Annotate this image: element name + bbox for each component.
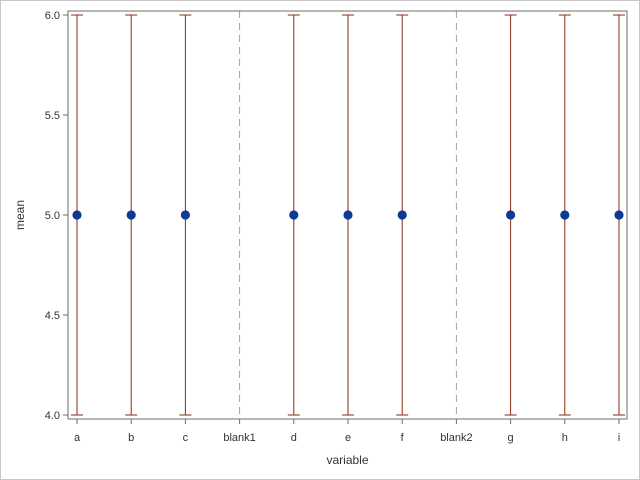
data-point-f	[397, 210, 407, 220]
y-axis-title: mean	[13, 200, 27, 230]
data-point-c	[180, 210, 190, 220]
y-tick-label: 5.5	[45, 110, 60, 122]
data-points	[72, 210, 624, 220]
y-tick-label: 6.0	[45, 10, 60, 22]
data-point-h	[560, 210, 570, 220]
x-axis-title: variable	[326, 453, 368, 467]
x-tick-label: a	[74, 432, 81, 444]
y-tick-label: 4.0	[45, 410, 60, 422]
x-tick-label: f	[401, 432, 405, 444]
x-tick-label: g	[508, 432, 514, 444]
data-point-a	[72, 210, 82, 220]
data-point-d	[289, 210, 299, 220]
y-tick-label: 5.0	[45, 210, 60, 222]
x-tick-label: blank1	[223, 432, 255, 444]
x-tick-label: i	[618, 432, 620, 444]
data-point-b	[126, 210, 136, 220]
data-point-e	[343, 210, 353, 220]
x-tick-label: h	[562, 432, 568, 444]
data-point-g	[506, 210, 516, 220]
x-tick-label: c	[183, 432, 189, 444]
x-tick-label: b	[128, 432, 134, 444]
x-tick-label: blank2	[440, 432, 472, 444]
data-point-i	[614, 210, 624, 220]
y-tick-label: 4.5	[45, 310, 60, 322]
x-tick-label: d	[291, 432, 297, 444]
x-tick-label: e	[345, 432, 351, 444]
x-axis-ticks: a b c blank1 d e f blank2 g h i	[74, 419, 620, 444]
y-axis-ticks: 4.0 4.5 5.0 5.5 6.0	[45, 10, 68, 422]
reference-lines	[239, 11, 457, 419]
